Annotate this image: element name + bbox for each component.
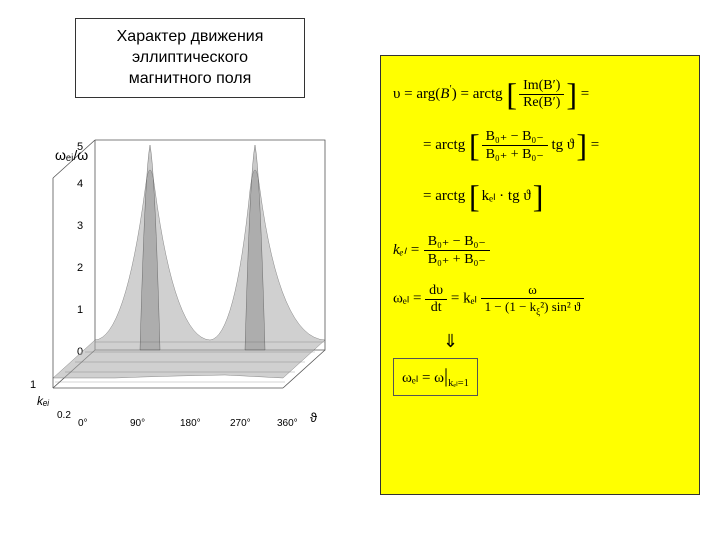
title-line-1: Характер движения: [88, 27, 292, 48]
wel-def: ωₑₗ = dυ dt = kₑₗ ω 1 − (1 − kξ²) sin² ϑ: [393, 282, 687, 317]
title-line-2: эллиптического: [88, 48, 292, 69]
surface-svg: 0 1 2 3 4 5 ωₑᵢ/ω 1 kₑᵢ 0.2 0°: [25, 130, 355, 460]
eq3: = arctg [kₑₗ · tg ϑ]: [423, 178, 687, 215]
z-axis-label: ωₑᵢ/ω: [55, 147, 88, 163]
eq2-num: B₀₊ − B₀₋: [482, 128, 548, 146]
lbracket2-icon: [: [469, 127, 480, 164]
title-line-3: магнитного поля: [88, 69, 292, 90]
eq2-den: B₀₊ + B₀₋: [482, 146, 548, 163]
eq2: = arctg [ B₀₊ − B₀₋ B₀₊ + B₀₋ tg ϑ] =: [423, 127, 687, 164]
wel-bignum: ω: [481, 282, 585, 299]
x-tick-0: 0.2: [57, 410, 71, 421]
title-box: Характер движения эллиптического магнитн…: [75, 18, 305, 98]
eq1-lhs: υ = arg(: [393, 86, 440, 102]
wel-dnum: dυ: [425, 283, 447, 300]
final-lhs: ωₑₗ = ω: [402, 370, 444, 386]
wel-dden: dt: [425, 300, 447, 316]
wel-mid: = kₑₗ: [451, 291, 477, 307]
eq1-den: Re(B′): [519, 95, 564, 111]
rbracket3-icon: ]: [533, 178, 544, 215]
wel-den-b: ²) sin² ϑ: [540, 299, 580, 314]
eq1: υ = arg(B′) = arctg [ Im(B′) Re(B′) ] =: [393, 76, 687, 113]
z-tick-2: 2: [77, 262, 83, 274]
eq1-frac: Im(B′) Re(B′): [519, 78, 564, 111]
y-tick-180: 180°: [180, 418, 201, 429]
wel-dfrac: dυ dt: [425, 283, 447, 316]
eq2-frac: B₀₊ − B₀₋ B₀₊ + B₀₋: [482, 128, 548, 163]
eq3-lead: = arctg: [423, 188, 465, 204]
eq3-inner: kₑₗ · tg ϑ: [482, 188, 531, 204]
y-tick-90: 90°: [130, 418, 145, 429]
rbracket2-icon: ]: [576, 127, 587, 164]
z-tick-1: 1: [77, 304, 83, 316]
eq1-mid: ) = arctg: [452, 86, 503, 102]
x-tick-1: 0°: [78, 418, 88, 429]
final-eq: ωₑₗ = ω|kₑₗ=1: [393, 358, 478, 396]
eq2-tail: =: [587, 137, 599, 153]
y-axis-label: ϑ: [310, 410, 318, 425]
y-tick-360: 360°: [277, 418, 298, 429]
wel-bigden: 1 − (1 − kξ²) sin² ϑ: [481, 299, 585, 317]
x-label: 1: [30, 379, 36, 391]
z-tick-4: 4: [77, 178, 83, 190]
rbracket-icon: ]: [566, 76, 577, 113]
kel-label: kₑₗ =: [393, 242, 420, 258]
lbracket3-icon: [: [469, 178, 480, 215]
eq2-tg: tg ϑ: [551, 137, 574, 153]
equations-panel: υ = arg(B′) = arctg [ Im(B′) Re(B′) ] = …: [380, 55, 700, 495]
kel-den: B₀₊ + B₀₋: [424, 251, 490, 268]
x-axis-label: kₑᵢ: [37, 394, 50, 408]
wel-den-a: 1 − (1 − k: [485, 299, 537, 314]
wel-bigfrac: ω 1 − (1 − kξ²) sin² ϑ: [481, 282, 585, 317]
down-arrow-icon: ⇓: [443, 331, 687, 352]
eq1-tail: =: [577, 86, 589, 102]
wel-lhs: ωₑₗ =: [393, 291, 421, 307]
z-tick-3: 3: [77, 220, 83, 232]
eq1-num: Im(B′): [519, 78, 564, 95]
kel-num: B₀₊ − B₀₋: [424, 233, 490, 251]
final-cond: kₑₗ=1: [448, 378, 469, 389]
eq2-lead: = arctg: [423, 137, 465, 153]
kel-frac: B₀₊ − B₀₋ B₀₊ + B₀₋: [424, 233, 490, 268]
y-tick-270: 270°: [230, 418, 251, 429]
surface-chart: 0 1 2 3 4 5 ωₑᵢ/ω 1 kₑᵢ 0.2 0°: [25, 130, 355, 460]
kel-def: kₑₗ = B₀₊ − B₀₋ B₀₊ + B₀₋: [393, 233, 687, 268]
lbracket-icon: [: [506, 76, 517, 113]
